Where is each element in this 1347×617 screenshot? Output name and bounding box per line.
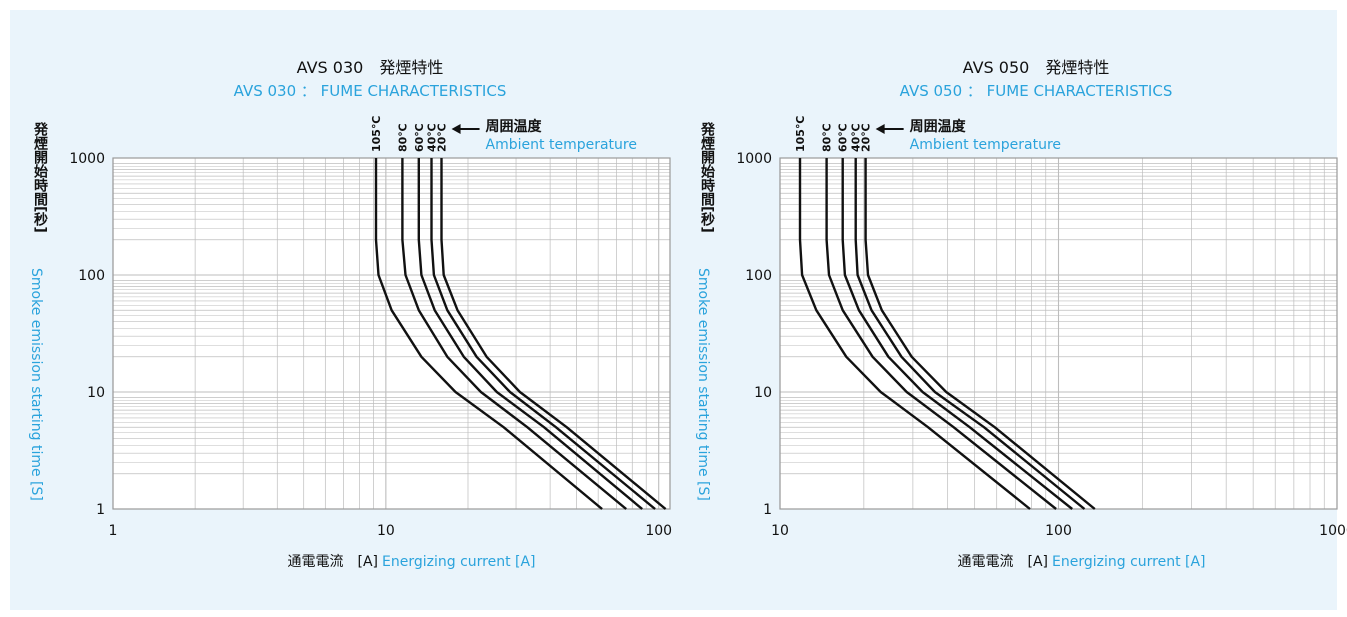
series-label: 20℃ (860, 123, 873, 152)
arrow-head-icon (875, 124, 885, 134)
series-label: 20℃ (436, 123, 449, 152)
chart-subtitle: AVS 050 ： FUME CHARACTERISTICS (900, 82, 1173, 100)
y-axis-label-jp: 発煙開始時間[秒] (32, 121, 49, 232)
chart-title: AVS 030 発煙特性 (297, 58, 444, 77)
series-line-80c (401, 158, 627, 510)
y-tick-label: 1000 (736, 151, 772, 167)
chart-subtitle: AVS 030 ： FUME CHARACTERISTICS (234, 82, 507, 100)
y-tick-label: 100 (78, 268, 105, 284)
plot-area (113, 158, 670, 509)
x-tick-label: 100 (645, 523, 672, 539)
y-tick-label: 1000 (69, 151, 105, 167)
series-label: 60℃ (413, 123, 426, 152)
series-line-105c (798, 158, 1031, 510)
series-label: 40℃ (426, 123, 439, 152)
annotation-label-en: Ambient temperature (910, 137, 1061, 153)
series-line-105c (374, 158, 603, 510)
series-label: 105℃ (794, 116, 807, 152)
plot-frame (779, 157, 1338, 510)
x-tick-label: 1 (109, 523, 118, 539)
annotation-label-en: Ambient temperature (486, 137, 637, 153)
chart-1: 1 10 100 1 10 100 1000 105℃ 80℃ 60℃ 40℃20℃ 周囲温度 Ambi… (28, 58, 672, 570)
series-line-20c (440, 158, 667, 510)
y-tick-label: 10 (87, 385, 105, 401)
x-tick-label: 10 (771, 523, 789, 539)
x-tick-label: 100 (1045, 523, 1072, 539)
plot-frame (112, 157, 671, 510)
annotation-label-jp: 周囲温度 (910, 118, 967, 135)
grid (779, 158, 1337, 510)
x-axis-label-en: Energizing current [A] (382, 554, 536, 570)
y-tick-label: 1 (96, 502, 105, 518)
chart-title: AVS 050 発煙特性 (963, 58, 1110, 77)
series-line-60c (417, 158, 643, 510)
y-tick-label: 1 (763, 502, 772, 518)
y-tick-label: 10 (754, 385, 772, 401)
x-axis-label-jp: 通電電流 [A] (287, 554, 378, 570)
series-line-80c (825, 158, 1057, 510)
series-label: 105℃ (370, 116, 383, 152)
series-line-20c (864, 158, 1096, 510)
x-tick-label: 1000 (1319, 523, 1347, 539)
series-line-40c (854, 158, 1086, 510)
annotation-label-jp: 周囲温度 (486, 118, 543, 135)
y-axis-label-en: Smoke emission starting time [S] (28, 268, 44, 501)
series-label: 80℃ (821, 123, 834, 152)
x-axis-label-en: Energizing current [A] (1052, 554, 1206, 570)
y-tick-label: 100 (745, 268, 772, 284)
y-axis-label-jp: 発煙開始時間[秒] (699, 121, 716, 232)
series-label: 80℃ (396, 123, 409, 152)
x-tick-label: 10 (377, 523, 395, 539)
chart-2: 10 100 1000 1 10 100 1000 105℃ 80℃60℃40℃20℃ 周囲温度 A… (695, 58, 1347, 570)
series-label: 60℃ (837, 123, 850, 152)
x-axis-label-jp: 通電電流 [A] (957, 554, 1048, 570)
y-axis-label-en: Smoke emission starting time [S] (695, 268, 711, 501)
series-line-40c (430, 158, 656, 510)
series-line-60c (841, 158, 1073, 510)
series-label: 40℃ (850, 123, 863, 152)
arrow-head-icon (451, 124, 461, 134)
